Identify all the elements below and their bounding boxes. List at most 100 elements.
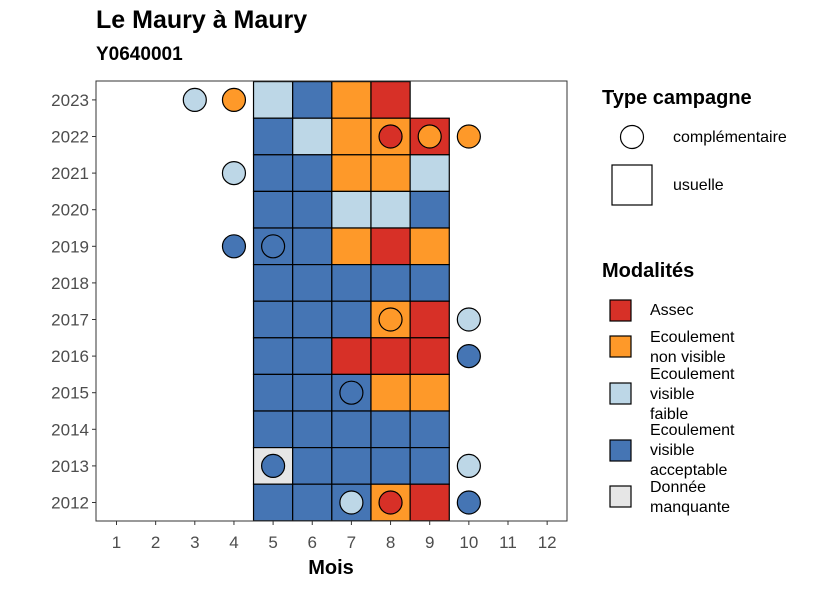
x-tick-label-10: 10	[459, 533, 478, 552]
tile-2022-7	[331, 117, 372, 156]
tile-2019-8	[370, 227, 411, 266]
x-tick-label-6: 6	[308, 533, 317, 552]
point-2022-10	[456, 124, 481, 149]
tile-2020-9	[409, 190, 450, 229]
legend-manquante-line-1: Donnée	[650, 479, 707, 496]
tile-2016-5	[252, 337, 294, 375]
tile-2023-5	[252, 80, 294, 119]
x-tick-label-1: 1	[112, 533, 121, 552]
legend-label-usuelle: usuelle	[673, 177, 724, 194]
x-tick-label-12: 12	[538, 533, 557, 552]
legend-square-symbol	[611, 164, 653, 206]
x-tick-label-4: 4	[229, 533, 238, 552]
tile-2015-5	[252, 373, 294, 412]
x-tick-label-7: 7	[347, 533, 356, 552]
tile-2022-5	[252, 117, 294, 156]
legend-swatch-0	[609, 299, 632, 322]
legend-faible-line-2: visible	[650, 386, 695, 403]
tile-2021-7	[331, 154, 372, 193]
legend-type-title: Type campagne	[602, 87, 752, 109]
tile-2014-6	[292, 410, 333, 449]
tile-2018-9	[409, 264, 450, 302]
point-2022-9	[417, 124, 442, 149]
x-tick-label-2: 2	[151, 533, 160, 552]
legend-swatch-2	[609, 382, 632, 405]
chart-subtitle: Y0640001	[96, 44, 183, 65]
point-2016-10	[456, 344, 481, 369]
usuelle-tiles	[252, 80, 450, 522]
tile-2022-6	[292, 117, 333, 156]
point-2012-10	[456, 490, 481, 515]
x-tick-label-11: 11	[499, 533, 517, 552]
tile-2017-5	[252, 300, 294, 339]
tile-2013-9	[409, 447, 450, 485]
tile-2018-5	[252, 264, 294, 302]
y-tick-label-2018: 2018	[51, 274, 89, 293]
legend-non-visible-line-2: non visible	[650, 349, 726, 366]
tile-2015-9	[409, 373, 450, 412]
tile-2014-9	[409, 410, 450, 449]
tile-2014-8	[370, 410, 411, 449]
point-2022-8	[378, 124, 403, 149]
tile-2018-6	[292, 264, 333, 302]
tile-2019-9	[409, 227, 450, 266]
y-tick-label-2015: 2015	[51, 384, 89, 403]
tile-2016-9	[409, 337, 450, 375]
chart-title: Le Maury à Maury	[96, 6, 308, 34]
point-2015-7	[339, 380, 364, 405]
x-tick-label-5: 5	[268, 533, 277, 552]
point-2012-8	[378, 490, 403, 515]
point-2021-4	[221, 161, 247, 186]
y-tick-label-2020: 2020	[51, 201, 89, 220]
tile-2023-8	[370, 80, 411, 119]
tile-2020-8	[370, 190, 411, 229]
x-tick-label-8: 8	[386, 533, 395, 552]
point-2013-5	[261, 453, 286, 478]
point-2017-8	[378, 307, 403, 332]
tile-2023-6	[292, 80, 333, 119]
tile-2015-8	[370, 373, 411, 412]
tile-2016-6	[292, 337, 333, 375]
tile-2017-7	[331, 300, 372, 339]
complementaire-points	[182, 87, 481, 515]
point-2019-4	[221, 234, 247, 259]
x-axis-title: Mois	[308, 557, 354, 579]
legend-acceptable-line-1: Ecoulement	[650, 422, 735, 439]
y-tick-label-2014: 2014	[51, 420, 89, 439]
y-tick-label-2021: 2021	[51, 164, 89, 183]
tile-2019-6	[292, 227, 333, 266]
tile-2018-8	[370, 264, 411, 302]
legend-label-non-visible: Ecoulement non visible	[650, 328, 735, 368]
legend-modalites-title: Modalités	[602, 260, 695, 282]
y-tick-label-2017: 2017	[51, 311, 89, 330]
y-tick-label-2022: 2022	[51, 128, 89, 147]
x-tick-label-3: 3	[190, 533, 199, 552]
point-2023-4	[221, 87, 247, 113]
tile-2016-7	[331, 337, 372, 375]
tile-2021-8	[370, 154, 411, 193]
point-2013-10	[456, 453, 481, 478]
legend-acceptable-line-3: acceptable	[650, 462, 728, 479]
tile-2012-6	[292, 483, 333, 522]
tile-2017-9	[409, 300, 450, 339]
legend-acceptable-line-2: visible	[650, 442, 695, 459]
tile-2021-6	[292, 154, 333, 193]
tile-2020-6	[292, 190, 333, 229]
point-2017-10	[456, 307, 481, 332]
tile-2014-7	[331, 410, 372, 449]
legend-label-complementaire: complémentaire	[673, 129, 787, 146]
legend-assec-line-1: Assec	[650, 302, 694, 319]
tile-2015-6	[292, 373, 333, 412]
y-tick-label-2012: 2012	[51, 494, 89, 513]
legend-label-manquante: Donnée manquante	[650, 478, 730, 518]
tile-2013-7	[331, 447, 372, 485]
legend-non-visible-line-1: Ecoulement	[650, 329, 735, 346]
point-2019-5	[261, 234, 286, 259]
point-2012-7	[339, 490, 364, 515]
y-tick-label-2016: 2016	[51, 347, 89, 366]
tile-2014-5	[252, 410, 294, 449]
legend-symbols	[609, 124, 653, 508]
tile-2012-9	[409, 483, 450, 522]
legend-faible-line-1: Ecoulement	[650, 366, 735, 383]
